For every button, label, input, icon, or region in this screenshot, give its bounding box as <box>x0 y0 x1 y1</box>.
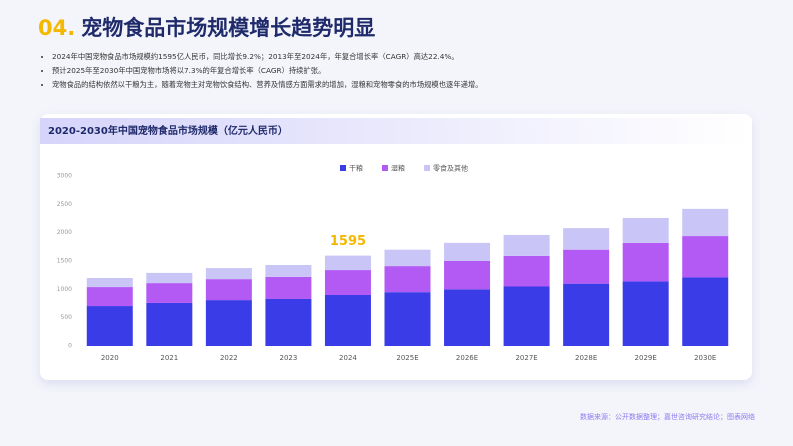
bar-segment <box>86 287 133 307</box>
bar-segment <box>563 283 610 346</box>
legend-swatch <box>340 165 346 171</box>
value-label: 1595 <box>330 234 366 249</box>
x-tick-label: 2028E <box>575 354 597 362</box>
page-title: 宠物食品市场规模增长趋势明显 <box>81 16 376 40</box>
bar-segment <box>146 302 193 346</box>
x-tick-label: 2030E <box>694 354 716 362</box>
bar-segment <box>265 264 312 277</box>
bar-segment <box>384 266 431 293</box>
x-tick-label: 2029E <box>635 354 657 362</box>
x-tick-label: 2025E <box>396 354 418 362</box>
bar-segment <box>205 268 252 280</box>
legend-label: 干粮 <box>349 164 363 173</box>
bullet: 2024年中国宠物食品市场规模约1595亿人民币，同比增长9.2%；2013年至… <box>52 50 772 64</box>
bullets: 2024年中国宠物食品市场规模约1595亿人民币，同比增长9.2%；2013年至… <box>40 50 772 92</box>
x-tick-label: 2027E <box>515 354 537 362</box>
bar-segment <box>682 277 729 346</box>
bar-segment <box>682 208 729 237</box>
bar-segment <box>324 255 371 271</box>
legend-label: 零食及其他 <box>433 164 468 173</box>
bar-segment <box>444 289 491 346</box>
bar-segment <box>444 242 491 261</box>
x-tick-label: 2020 <box>101 354 119 362</box>
bar-segment <box>503 234 550 256</box>
y-tick-label: 2500 <box>57 201 72 208</box>
bar-segment <box>146 283 193 303</box>
bar-segment <box>622 281 669 346</box>
bullet: 预计2025年至2030年中国宠物市场将以7.3%的年复合增长率（CAGR）持续… <box>52 64 772 78</box>
legend-swatch <box>424 165 430 171</box>
x-tick-label: 2024 <box>339 354 357 362</box>
bar-segment <box>384 292 431 346</box>
bar-segment <box>265 276 312 299</box>
section-number: 04. <box>38 16 76 40</box>
chart-title-band <box>40 118 752 144</box>
bar-segment <box>622 242 669 282</box>
header: 04. 宠物食品市场规模增长趋势明显 <box>38 12 375 42</box>
y-tick-label: 0 <box>68 343 72 350</box>
bar-segment <box>86 278 133 288</box>
x-tick-label: 2023 <box>279 354 297 362</box>
bar-segment <box>444 261 491 290</box>
bullet: 宠物食品的结构依然以干粮为主，随着宠物主对宠物饮食结构、营养及情感方面需求的增加… <box>52 78 772 92</box>
bar-segment <box>265 298 312 346</box>
bar-segment <box>622 217 669 243</box>
legend-label: 湿粮 <box>391 164 405 173</box>
chart-title: 2020-2030年中国宠物食品市场规模（亿元人民币） <box>48 124 288 137</box>
bar-segment <box>86 306 133 346</box>
legend-swatch <box>382 165 388 171</box>
y-tick-label: 500 <box>61 314 73 321</box>
bar-segment <box>205 300 252 346</box>
bar-segment <box>324 295 371 346</box>
bar-segment <box>563 249 610 284</box>
source: 数据来源：公开数据整理；嘉世咨询研究结论；图表网络 <box>580 413 755 421</box>
y-tick-label: 2000 <box>57 229 72 236</box>
y-tick-label: 1500 <box>57 258 72 265</box>
y-tick-label: 1000 <box>57 286 72 293</box>
x-tick-label: 2022 <box>220 354 238 362</box>
bar-segment <box>682 236 729 278</box>
bar-segment <box>146 272 193 284</box>
bar-segment <box>503 255 550 287</box>
bar-segment <box>563 228 610 250</box>
x-tick-label: 2021 <box>160 354 178 362</box>
y-tick-label: 3000 <box>57 173 72 180</box>
bar-segment <box>384 249 431 267</box>
bar-segment <box>503 286 550 346</box>
bar-segment <box>205 279 252 301</box>
x-tick-label: 2026E <box>456 354 478 362</box>
bar-segment <box>324 270 371 295</box>
